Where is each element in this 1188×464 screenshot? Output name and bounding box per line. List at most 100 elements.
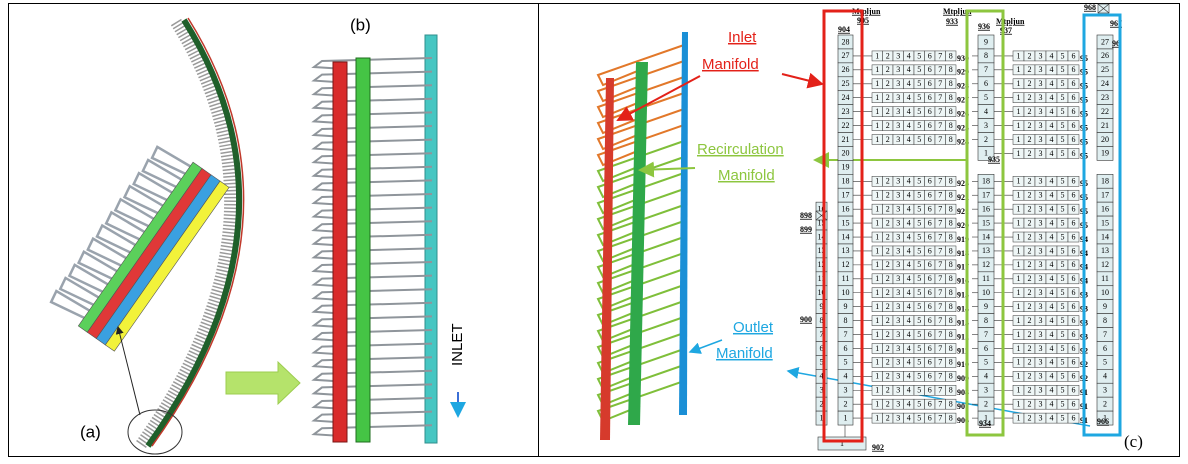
pipe-cell-number: 2 <box>1028 274 1032 283</box>
volume-number: 4 <box>984 107 988 116</box>
pipe-cell-number: 4 <box>907 358 911 367</box>
pipe-cell-number: 2 <box>886 274 890 283</box>
volume-number: 15 <box>982 218 990 227</box>
pipe-cell-number: 5 <box>917 191 921 200</box>
pipe-cell-number: 4 <box>1050 177 1054 186</box>
pipe-cell-number: 6 <box>928 93 932 102</box>
volume-number: 6 <box>1103 344 1107 353</box>
pipe-cell-number: 6 <box>928 135 932 144</box>
pipe-cell-number: 1 <box>875 177 879 186</box>
pipe-cell-number: 3 <box>896 65 900 74</box>
pipe-cell-number: 1 <box>875 288 879 297</box>
pipe-cell-number: 5 <box>917 344 921 353</box>
pipe-cell-number: 4 <box>907 107 911 116</box>
pipe-cell-number: 3 <box>896 79 900 88</box>
volume-number: 5 <box>844 358 848 367</box>
pipe-cell-number: 7 <box>938 358 942 367</box>
pipe-cell-number: 4 <box>907 177 911 186</box>
volume-number: 15 <box>842 218 850 227</box>
pipe-cell-number: 2 <box>886 400 890 409</box>
volume-number: 10 <box>982 288 990 297</box>
pipe-cell-number: 4 <box>907 232 911 241</box>
pipe-cell-number: 2 <box>1028 372 1032 381</box>
pipe-cell-number: 3 <box>1039 232 1043 241</box>
callout-arrow <box>782 74 822 84</box>
pipe-cell-number: 1 <box>1017 302 1021 311</box>
pipe-cell-number: 6 <box>928 260 932 269</box>
inset-a <box>47 140 229 351</box>
pipe-cell-number: 5 <box>1061 65 1065 74</box>
pipe-cell-number: 6 <box>928 79 932 88</box>
pipe-cell-number: 4 <box>1050 400 1054 409</box>
pipe-cell-number: 4 <box>1050 65 1054 74</box>
pipe-cell-number: 5 <box>917 93 921 102</box>
pipe-cell-number: 1 <box>1017 107 1021 116</box>
volume-number: 26 <box>842 65 850 74</box>
pipe-cell-number: 3 <box>1039 218 1043 227</box>
volume-number: 9 <box>984 37 988 46</box>
pipe-cell-number: 4 <box>1050 149 1054 158</box>
pipe-cell-number: 2 <box>1028 288 1032 297</box>
pipe-cell-number: 4 <box>1050 121 1054 130</box>
pipe-cell-number: 4 <box>1050 246 1054 255</box>
volume-number: 14 <box>842 232 850 241</box>
pipe-cell-number: 2 <box>1028 386 1032 395</box>
pipe-cell-number: 5 <box>1061 413 1065 422</box>
pipe-cell-number: 3 <box>1039 400 1043 409</box>
component-label: 966 <box>1097 417 1109 426</box>
pipe-cell-number: 4 <box>907 413 911 422</box>
pipe-cell-number: 6 <box>928 358 932 367</box>
volume-number: 7 <box>844 330 848 339</box>
volume-number: 27 <box>1101 37 1109 46</box>
pipe-cell-number: 6 <box>1072 65 1076 74</box>
volume-number: 18 <box>842 177 850 186</box>
pipe-cell-number: 6 <box>928 177 932 186</box>
pipe-cell-number: 2 <box>1028 191 1032 200</box>
pipe-cell-number: 6 <box>1072 372 1076 381</box>
volume-number: 5 <box>984 93 988 102</box>
pipe-cell-number: 4 <box>1050 204 1054 213</box>
volume-number: 11 <box>842 274 850 283</box>
pipe-cell-number: 1 <box>1017 288 1021 297</box>
pipe-cell-number: 7 <box>938 107 942 116</box>
pipe-cell-number: 1 <box>875 413 879 422</box>
volume-number: 6 <box>984 344 988 353</box>
pipe-cell-number: 1 <box>1017 358 1021 367</box>
pipe-cell-number: 1 <box>875 316 879 325</box>
tube <box>314 208 432 219</box>
volume-number: 22 <box>842 121 850 130</box>
tube <box>314 371 432 382</box>
pipe-cell-number: 5 <box>917 413 921 422</box>
pipe-cell-number: 8 <box>949 218 953 227</box>
pipe-cell-number: 3 <box>896 330 900 339</box>
volume-number: 27 <box>842 51 850 60</box>
pipe-cell-number: 1 <box>875 274 879 283</box>
pipe-cell-number: 7 <box>938 93 942 102</box>
volume-number: 24 <box>842 93 850 102</box>
pipe-cell-number: 6 <box>1072 232 1076 241</box>
pipe-cell-number: 6 <box>928 330 932 339</box>
pipe-cell-number: 4 <box>907 246 911 255</box>
pipe-cell-number: 1 <box>1017 344 1021 353</box>
volume-number: 7 <box>984 65 988 74</box>
pipe-cell-number: 7 <box>938 302 942 311</box>
volume-number: 13 <box>842 246 850 255</box>
tube <box>314 303 432 314</box>
pipe-cell-number: 6 <box>928 51 932 60</box>
pipe-cell-number: 2 <box>886 358 890 367</box>
pipe-cell-number: 6 <box>1072 79 1076 88</box>
pipe-cell-number: 3 <box>896 218 900 227</box>
teal-header <box>425 35 437 443</box>
volume-number: 5 <box>1103 358 1107 367</box>
pipe-cell-number: 5 <box>917 121 921 130</box>
pipe-cell-number: 4 <box>907 218 911 227</box>
pipe-cell-number: 6 <box>1072 302 1076 311</box>
pipe-cell-number: 2 <box>1028 149 1032 158</box>
pipe-cell-number: 6 <box>1072 204 1076 213</box>
pipe-cell-number: 7 <box>938 413 942 422</box>
pipe-cell-number: 5 <box>1061 135 1065 144</box>
pipe-cell-number: 3 <box>1039 204 1043 213</box>
pipe-cell-number: 5 <box>1061 107 1065 116</box>
pipe-cell-number: 5 <box>917 386 921 395</box>
pipe-cell-number: 3 <box>1039 191 1043 200</box>
